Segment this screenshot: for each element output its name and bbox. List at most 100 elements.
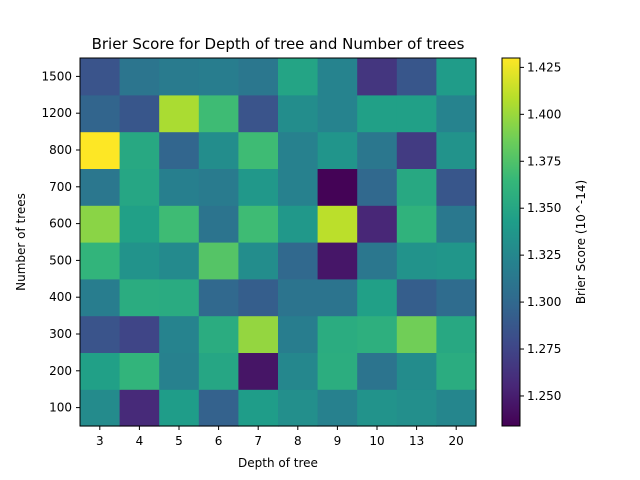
heatmap-cell	[396, 389, 437, 427]
heatmap-cell	[436, 278, 477, 317]
x-tick-label: 13	[409, 434, 424, 448]
heatmap-cell	[238, 389, 279, 427]
x-tick-label: 20	[449, 434, 464, 448]
heatmap-cell	[119, 58, 160, 96]
colorbar-ticks: 1.250 1.275 1.300 1.325 1.350 1.375 1.400 1.425	[520, 60, 561, 403]
plot-frame	[79, 57, 477, 427]
heatmap-cell	[80, 94, 121, 133]
heatmap-cell	[159, 242, 200, 280]
y-tick-label: 800	[49, 143, 72, 157]
heatmap-cells	[80, 58, 477, 427]
heatmap-cell	[357, 205, 398, 243]
heatmap-cell	[436, 205, 477, 243]
heatmap-cell	[278, 168, 319, 206]
heatmap-cell	[436, 58, 477, 96]
y-tick-label: 300	[49, 327, 72, 341]
colorbar-tick-label: 1.400	[527, 107, 561, 121]
heatmap-cell	[198, 131, 239, 169]
heatmap-cell	[159, 389, 200, 427]
heatmap-cell	[238, 58, 279, 96]
heatmap-cell	[278, 131, 319, 169]
heatmap-cell	[357, 58, 398, 96]
heatmap-cell	[396, 315, 437, 353]
heatmap-cell	[119, 389, 160, 427]
heatmap-cell	[238, 278, 279, 317]
x-tick-label: 7	[254, 434, 262, 448]
x-tick-label: 9	[334, 434, 342, 448]
heatmap-cell	[80, 352, 121, 390]
heatmap-cell	[278, 94, 319, 133]
heatmap-cell	[436, 315, 477, 353]
heatmap-cell	[119, 205, 160, 243]
heatmap-cell	[119, 168, 160, 206]
heatmap-cell	[119, 94, 160, 133]
heatmap-cell	[198, 205, 239, 243]
colorbar-frame	[501, 57, 521, 427]
heatmap-cell	[238, 131, 279, 169]
heatmap-cell	[357, 94, 398, 133]
heatmap-cell	[159, 352, 200, 390]
heatmap-cell	[396, 58, 437, 96]
y-tick-label: 700	[49, 180, 72, 194]
heatmap-cell	[357, 389, 398, 427]
heatmap-cell	[80, 315, 121, 353]
heatmap-cell	[317, 389, 358, 427]
colorbar-tick-label: 1.425	[527, 60, 561, 74]
heatmap-cell	[317, 278, 358, 317]
colorbar-tick-label: 1.275	[527, 342, 561, 356]
heatmap-cell	[396, 352, 437, 390]
y-tick-label: 1500	[41, 69, 72, 83]
heatmap-cell	[80, 131, 121, 169]
heatmap-cell	[396, 205, 437, 243]
heatmap-cell	[159, 205, 200, 243]
heatmap-cell	[317, 242, 358, 280]
heatmap-cell	[278, 315, 319, 353]
heatmap-cell	[159, 315, 200, 353]
colorbar-tick-label: 1.250	[527, 389, 561, 403]
heatmap-cell	[198, 94, 239, 133]
heatmap-cell	[396, 131, 437, 169]
colorbar-tick-label: 1.350	[527, 201, 561, 215]
heatmap-cell	[396, 168, 437, 206]
heatmap-cell	[278, 242, 319, 280]
heatmap-cell	[317, 315, 358, 353]
x-axis-ticks: 3 4 5 6 7 8 9 10 13 20	[96, 426, 464, 448]
heatmap-cell	[278, 58, 319, 96]
heatmap-cell	[357, 315, 398, 353]
y-tick-label: 400	[49, 290, 72, 304]
heatmap-cell	[357, 131, 398, 169]
chart-title: Brier Score for Depth of tree and Number…	[92, 35, 465, 53]
colorbar-tick-label: 1.300	[527, 295, 561, 309]
heatmap-cell	[317, 131, 358, 169]
heatmap-cell	[278, 389, 319, 427]
x-axis-label: Depth of tree	[238, 456, 318, 470]
heatmap-cell	[238, 94, 279, 133]
heatmap-cell	[317, 352, 358, 390]
y-axis-ticks: 100 200 300 400 500 600 700 800 1200 1500	[41, 69, 80, 415]
heatmap-cell	[436, 389, 477, 427]
heatmap-cell	[436, 168, 477, 206]
colorbar	[502, 58, 520, 426]
heatmap-cell	[278, 278, 319, 317]
heatmap-cell	[357, 242, 398, 280]
heatmap-cell	[80, 168, 121, 206]
x-tick-label: 4	[136, 434, 144, 448]
heatmap-cell	[396, 94, 437, 133]
heatmap-cell	[357, 168, 398, 206]
colorbar-tick-label: 1.375	[527, 154, 561, 168]
heatmap-cell	[238, 242, 279, 280]
heatmap-cell	[278, 352, 319, 390]
heatmap-cell	[159, 131, 200, 169]
heatmap-cell	[159, 58, 200, 96]
heatmap-cell	[357, 278, 398, 317]
heatmap-cell	[317, 94, 358, 133]
heatmap-cell	[436, 242, 477, 280]
heatmap-cell	[198, 315, 239, 353]
heatmap-cell	[119, 315, 160, 353]
heatmap-cell	[198, 242, 239, 280]
x-tick-label: 8	[294, 434, 302, 448]
heatmap-cell	[198, 58, 239, 96]
heatmap-cell	[159, 94, 200, 133]
y-tick-label: 1200	[41, 106, 72, 120]
